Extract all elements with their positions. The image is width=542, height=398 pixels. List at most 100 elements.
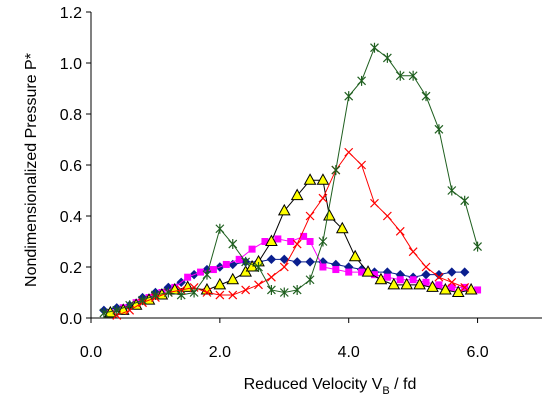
data-point	[396, 276, 404, 284]
data-point	[448, 283, 456, 291]
data-point	[345, 268, 353, 276]
data-point	[306, 238, 314, 245]
data-point	[361, 265, 375, 277]
y-axis-title: Nondimensionalized Pressure P*	[23, 53, 40, 287]
data-point	[382, 52, 392, 63]
x-axis-title: Reduced Velocity VB / fd	[244, 376, 417, 397]
data-point	[176, 290, 186, 301]
data-point	[305, 274, 315, 285]
data-point	[228, 290, 238, 300]
data-point	[292, 239, 302, 249]
y-tick-label: 1.2	[60, 5, 82, 22]
data-point	[447, 267, 457, 277]
data-point	[222, 260, 230, 268]
data-point	[254, 262, 263, 272]
data-point	[474, 286, 482, 294]
data-point	[189, 287, 199, 298]
data-point	[422, 278, 430, 286]
data-point	[305, 211, 315, 221]
data-point	[279, 254, 289, 265]
data-point	[413, 277, 426, 290]
series-layer	[99, 42, 482, 320]
data-point	[248, 245, 256, 253]
data-point	[202, 269, 212, 280]
data-point	[409, 276, 417, 284]
data-point	[318, 193, 328, 203]
data-point	[459, 267, 470, 277]
data-point	[473, 241, 482, 252]
series-star	[99, 42, 482, 318]
data-point	[226, 272, 240, 285]
data-point	[303, 173, 317, 185]
data-point	[426, 280, 439, 292]
data-point	[435, 281, 443, 289]
y-tick-label: 0.8	[60, 107, 82, 124]
data-point	[274, 235, 282, 243]
data-point	[125, 300, 135, 311]
series-line	[103, 46, 479, 314]
data-point	[261, 238, 269, 245]
data-point	[290, 188, 304, 201]
data-point	[357, 160, 367, 170]
data-point	[434, 269, 444, 280]
data-point	[138, 295, 147, 306]
data-point	[279, 287, 289, 298]
data-point	[151, 290, 160, 301]
data-point	[421, 91, 431, 102]
data-point	[408, 70, 418, 81]
data-point	[387, 277, 401, 290]
data-point	[460, 195, 470, 206]
data-point	[447, 277, 457, 287]
data-point	[184, 273, 192, 281]
data-point	[235, 255, 243, 263]
tick-labels: 0.0 0.2 0.4 0.6 0.8 1.0 1.2 0.0 2.0 4.0 6.0	[60, 5, 489, 361]
series-triangle	[103, 173, 478, 318]
series-x	[112, 147, 470, 320]
data-point	[254, 280, 263, 290]
data-point	[344, 91, 354, 102]
data-point	[316, 173, 330, 185]
data-point	[266, 284, 276, 295]
data-point	[287, 238, 295, 245]
data-point	[358, 268, 366, 276]
data-point	[400, 277, 414, 290]
data-point	[370, 198, 379, 208]
data-point	[266, 272, 276, 282]
data-point	[357, 75, 367, 86]
data-point	[305, 257, 315, 267]
x-axis-title-main: Reduced Velocity V	[244, 376, 383, 393]
data-point	[370, 42, 379, 53]
data-point	[434, 124, 444, 135]
y-tick-label: 0.0	[60, 311, 82, 328]
data-point	[202, 288, 212, 297]
x-tick-label: 4.0	[338, 344, 360, 361]
data-point	[370, 271, 378, 279]
data-point	[318, 236, 328, 247]
data-point	[163, 287, 173, 298]
x-tick-label: 2.0	[209, 344, 231, 361]
data-point	[323, 208, 336, 221]
data-point	[279, 262, 289, 272]
data-point	[421, 269, 431, 280]
x-tick-label: 6.0	[466, 344, 488, 361]
data-point	[266, 254, 277, 265]
data-point	[331, 165, 341, 176]
data-point	[460, 282, 470, 292]
data-point	[213, 277, 227, 290]
data-point	[112, 305, 122, 316]
data-point	[335, 221, 349, 234]
data-point	[215, 223, 225, 234]
y-tick-label: 0.2	[60, 260, 82, 277]
data-point	[434, 272, 444, 282]
data-point	[447, 185, 457, 196]
data-point	[209, 266, 217, 274]
data-point	[99, 307, 109, 318]
x-tick-label: 0.0	[80, 344, 102, 361]
data-point	[395, 226, 405, 236]
data-point	[300, 232, 308, 240]
data-point	[374, 272, 388, 285]
y-tick-label: 0.4	[60, 209, 82, 226]
data-point	[228, 239, 238, 250]
data-point	[395, 70, 405, 81]
axes	[86, 11, 542, 323]
